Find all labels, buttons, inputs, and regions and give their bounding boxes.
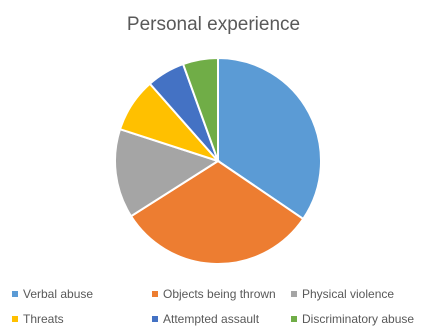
legend-item-discriminatory-abuse: Discriminatory abuse bbox=[291, 310, 414, 328]
pie-slices bbox=[114, 56, 322, 265]
legend: Verbal abuse Objects being thrown Physic… bbox=[0, 283, 427, 326]
legend-item-attempted-assault: Attempted assault bbox=[152, 310, 259, 328]
legend-label-physical-violence: Physical violence bbox=[302, 287, 395, 301]
legend-label-verbal-abuse: Verbal abuse bbox=[23, 287, 94, 301]
pie-slice-verbal-abuse bbox=[217, 56, 322, 221]
legend-swatch-discriminatory-abuse bbox=[291, 316, 297, 322]
legend-swatch-verbal-abuse bbox=[12, 291, 18, 297]
legend-label-threats: Threats bbox=[23, 312, 64, 326]
legend-swatch-attempted-assault bbox=[152, 316, 158, 322]
legend-label-attempted-assault: Attempted assault bbox=[163, 312, 260, 326]
chart-title: Personal experience bbox=[126, 14, 301, 35]
legend-label-discriminatory-abuse: Discriminatory abuse bbox=[302, 312, 415, 326]
legend-item-physical-violence: Physical violence bbox=[291, 285, 394, 303]
legend-item-objects-being-thrown: Objects being thrown bbox=[152, 285, 276, 303]
legend-swatch-physical-violence bbox=[291, 291, 297, 297]
pie-slice-physical-violence bbox=[114, 127, 221, 218]
legend-swatch-objects-being-thrown bbox=[152, 291, 158, 297]
legend-item-verbal-abuse: Verbal abuse bbox=[12, 285, 93, 303]
legend-label-objects-being-thrown: Objects being thrown bbox=[163, 287, 276, 301]
pie-slice-discriminatory-abuse bbox=[181, 56, 219, 162]
pie-slice-objects-being-thrown bbox=[129, 159, 305, 265]
legend-swatch-threats bbox=[12, 316, 18, 322]
legend-item-threats: Threats bbox=[12, 310, 64, 328]
